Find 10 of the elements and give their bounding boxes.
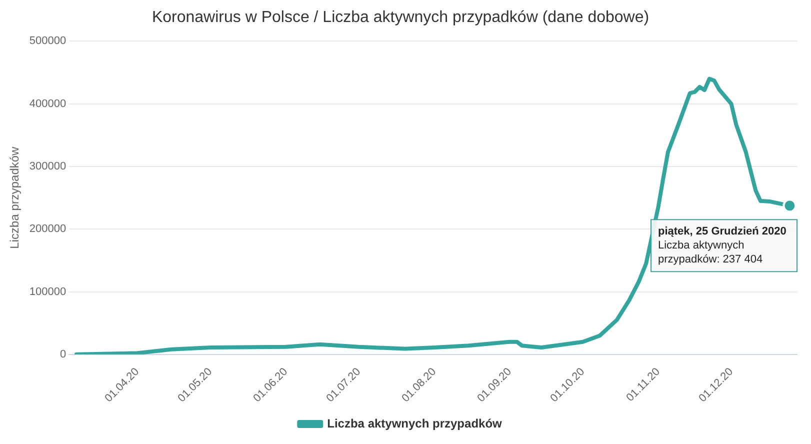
y-tick-label: 400000 [29,98,66,110]
y-tick-label: 200000 [29,223,66,236]
chart-title: Koronawirus w Polsce / Liczba aktywnych przypadków (dane dobowe) [152,9,650,26]
y-axis-title: Liczba przypadków [8,146,22,249]
y-tick-label: 0 [60,348,66,360]
y-tick-label: 500000 [29,35,66,48]
y-tick-label: 100000 [29,286,66,298]
y-tick-label: 300000 [29,160,66,173]
legend-label: Liczba aktywnych przypadków [327,416,503,430]
annotation: piątek, 25 Grudzień 2020 Liczba aktywnych przypadków: 237 404 [658,226,786,266]
